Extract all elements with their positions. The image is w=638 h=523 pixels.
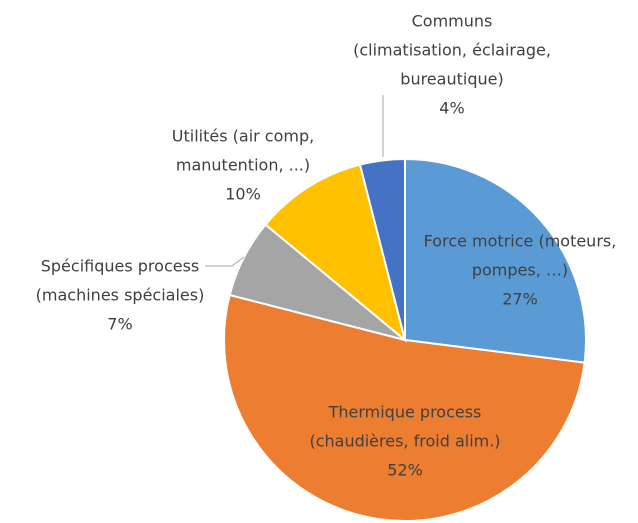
leader-line <box>205 256 245 267</box>
slice-label: manutention, ...) <box>176 156 310 175</box>
slice-label: (machines spéciales) <box>36 286 205 305</box>
slice-label: Thermique process <box>328 403 482 422</box>
labels: Force motrice (moteurs, pompes, …) 27% Ther… <box>36 12 617 480</box>
slice-label: Communs <box>412 12 493 31</box>
slice-label: Force motrice (moteurs, <box>424 232 617 251</box>
value-label: 4% <box>439 99 464 118</box>
pie-slice <box>404 157 587 364</box>
slice-label: pompes, …) <box>472 261 568 280</box>
pie-slice <box>223 293 586 522</box>
value-label: 52% <box>387 461 423 480</box>
slice-label: (climatisation, éclairage, <box>353 41 551 60</box>
slice-label: Spécifiques process <box>41 257 200 276</box>
pie-slice <box>358 157 406 341</box>
pie-slice <box>264 163 407 343</box>
slice-label: bureautique) <box>400 70 503 89</box>
slices <box>223 157 587 522</box>
value-label: 10% <box>225 185 261 204</box>
slice-label: (chaudières, froid alim.) <box>309 432 500 451</box>
value-label: 7% <box>107 315 132 334</box>
slice-label: Utilités (air comp, <box>172 127 314 146</box>
value-label: 27% <box>502 290 538 309</box>
